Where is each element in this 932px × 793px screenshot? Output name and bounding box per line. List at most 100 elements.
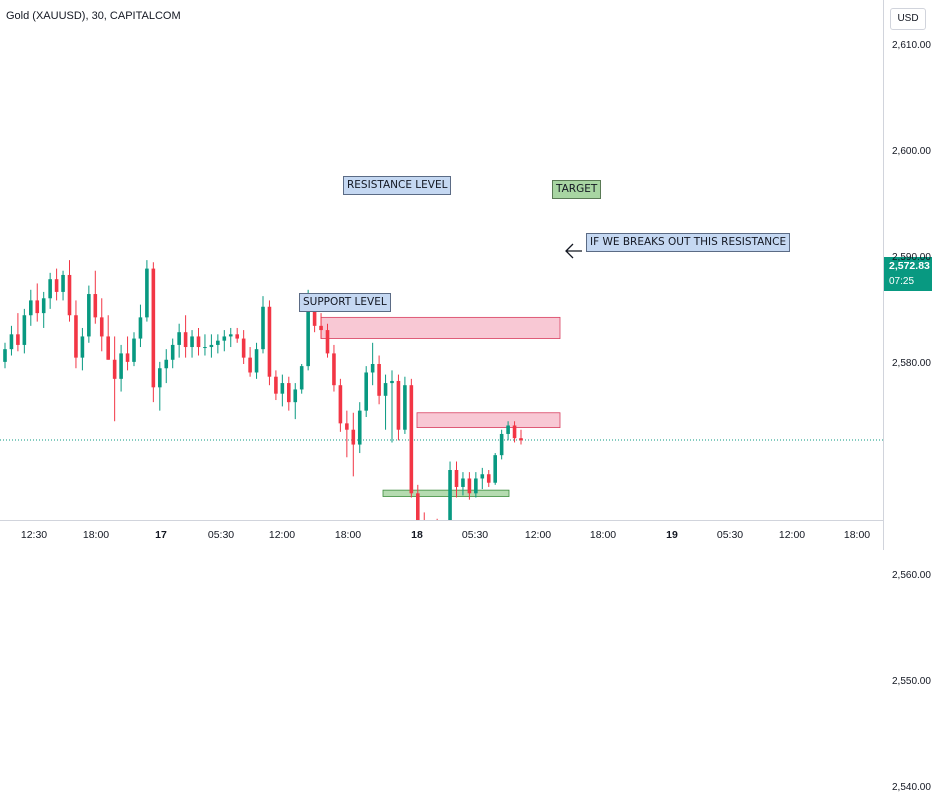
candle-body xyxy=(499,433,504,456)
price-axis-label: 2,550.00 xyxy=(892,676,931,687)
candle-body xyxy=(480,474,485,479)
candle-body xyxy=(3,349,7,362)
candle-body xyxy=(506,425,510,434)
candlestick-chart[interactable] xyxy=(0,0,883,570)
candle-body xyxy=(474,478,478,494)
candle-body xyxy=(351,429,356,445)
time-axis-label: 12:30 xyxy=(20,529,48,541)
candle-body xyxy=(267,306,272,377)
candle-body xyxy=(467,478,472,494)
candle-body xyxy=(67,274,72,316)
candle-body xyxy=(125,353,130,362)
time-axis-label: 18:00 xyxy=(589,529,617,541)
price-axis-label: 2,610.00 xyxy=(892,40,931,51)
candle-body xyxy=(377,364,381,396)
candle-body xyxy=(170,344,175,360)
candle-body xyxy=(138,317,143,339)
time-axis-label: 05:30 xyxy=(461,529,489,541)
candle-body xyxy=(293,389,298,403)
price-axis-label: 2,600.00 xyxy=(892,146,931,157)
support-zone xyxy=(382,489,510,497)
candle-body xyxy=(228,334,233,337)
candle-body xyxy=(74,315,78,358)
candle-body xyxy=(190,336,194,348)
time-axis-label: 19 xyxy=(666,529,678,541)
price-axis-label: 2,560.00 xyxy=(892,570,931,581)
last-price-tag: 2,572.83 07:25 xyxy=(884,257,932,291)
chart-area[interactable]: Gold (XAUUSD), 30, CAPITALCOM RESISTANCE… xyxy=(0,0,883,570)
target-label: TARGET xyxy=(552,180,602,199)
price-axis-label: 2,540.00 xyxy=(892,782,931,793)
candle-body xyxy=(29,300,33,316)
candle-body xyxy=(403,385,407,430)
time-axis-label: 05:30 xyxy=(207,529,235,541)
candle-body xyxy=(261,306,265,350)
candle-body xyxy=(61,274,65,292)
breakout-label: IF WE BREAKS OUT THIS RESISTANCE xyxy=(586,233,791,252)
candle-body xyxy=(493,455,497,483)
candle-body xyxy=(486,474,491,483)
time-axis[interactable]: 12:30 18:00 17 05:30 12:00 18:00 18 05:30 12:00 1… xyxy=(0,520,883,551)
candle-body xyxy=(177,332,181,345)
candle-body xyxy=(16,334,20,345)
candle-body xyxy=(416,493,420,528)
time-axis-label: 18:00 xyxy=(843,529,871,541)
candle-body xyxy=(99,317,104,337)
candle-body xyxy=(325,330,330,354)
candle-body xyxy=(48,279,52,299)
candle-body xyxy=(93,294,98,318)
candle-body xyxy=(306,300,310,367)
candle-body xyxy=(454,470,459,487)
breakout-zone xyxy=(416,412,561,429)
time-axis-label: 12:00 xyxy=(268,529,296,541)
candle-body xyxy=(254,349,259,373)
resistance-zone xyxy=(320,316,561,339)
candle-body xyxy=(448,470,452,526)
candle-body xyxy=(216,340,220,345)
price-axis-label: 2,590.00 xyxy=(892,252,931,263)
candle-body xyxy=(383,383,388,396)
candle-body xyxy=(409,385,414,494)
time-axis-label: 18:00 xyxy=(82,529,110,541)
candle-body xyxy=(299,366,304,390)
candle-body xyxy=(41,298,46,314)
currency-selector[interactable]: USD xyxy=(890,8,926,30)
candle-body xyxy=(312,300,317,326)
candle-body xyxy=(235,334,239,339)
candle-body xyxy=(112,359,117,379)
candle-body xyxy=(196,336,201,348)
candle-body xyxy=(461,478,465,487)
candle-body xyxy=(357,410,362,445)
candle-body xyxy=(119,353,123,379)
candle-body xyxy=(35,300,40,314)
candle-body xyxy=(519,438,523,441)
time-axis-label: 17 xyxy=(155,529,167,541)
candle-body xyxy=(151,268,156,388)
time-axis-label: 12:00 xyxy=(524,529,552,541)
price-axis[interactable]: USD 2,572.83 07:25 2,610.00 2,600.00 2,590… xyxy=(883,0,932,793)
candle-body xyxy=(145,268,149,318)
candle-body xyxy=(332,353,336,386)
candle-body xyxy=(512,425,517,439)
candle-body xyxy=(106,336,110,360)
candle-body xyxy=(203,347,207,349)
symbol-title: Gold (XAUUSD), 30, CAPITALCOM xyxy=(6,10,181,22)
candle-body xyxy=(209,344,214,348)
support-level-label: SUPPORT LEVEL xyxy=(299,293,391,312)
candle-body xyxy=(364,372,368,411)
resistance-level-label: RESISTANCE LEVEL xyxy=(343,176,452,195)
candle-body xyxy=(345,423,349,430)
bar-countdown: 07:25 xyxy=(889,276,915,287)
last-price-value: 2,572.83 xyxy=(889,260,930,272)
candle-body xyxy=(164,359,169,369)
time-axis-label: 12:00 xyxy=(778,529,806,541)
candle-body xyxy=(319,325,323,331)
candle-body xyxy=(158,368,162,388)
candle-body xyxy=(280,383,285,394)
time-axis-label: 18 xyxy=(411,529,423,541)
candle-body xyxy=(287,383,291,403)
candle-body xyxy=(87,294,91,337)
arrow-icon xyxy=(565,243,582,259)
candle-body xyxy=(22,315,27,345)
candle-body xyxy=(132,338,136,362)
